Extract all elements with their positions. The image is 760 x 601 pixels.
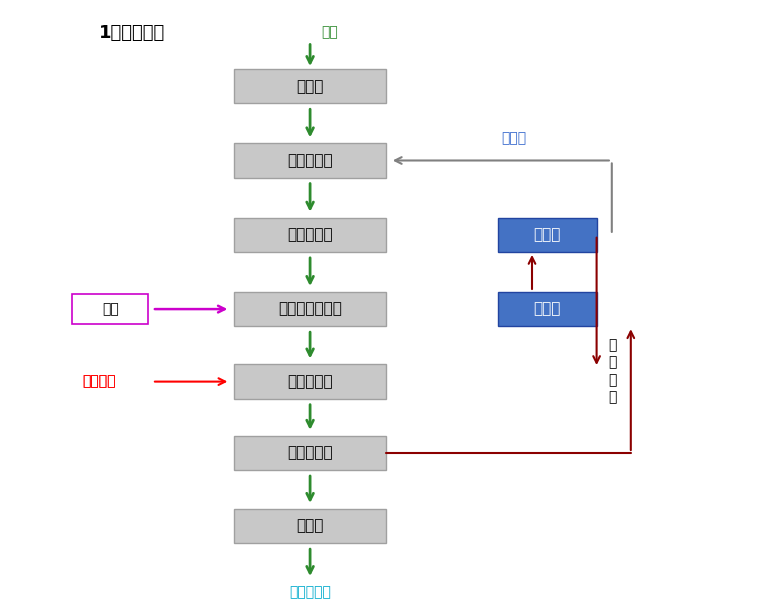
Text: 回用或排放: 回用或排放: [289, 585, 331, 599]
Text: 兼性厌氧池: 兼性厌氧池: [287, 227, 333, 242]
FancyBboxPatch shape: [498, 292, 597, 326]
FancyBboxPatch shape: [234, 218, 386, 252]
Text: 脱水机: 脱水机: [534, 227, 561, 242]
Text: 1、工艺流程: 1、工艺流程: [99, 24, 165, 42]
FancyBboxPatch shape: [234, 292, 386, 326]
Text: 干
渣
外
运: 干 渣 外 运: [608, 338, 616, 404]
FancyBboxPatch shape: [234, 69, 386, 103]
Text: 搅拌投药: 搅拌投药: [82, 374, 116, 389]
Text: 斜管沉淀池: 斜管沉淀池: [287, 445, 333, 460]
FancyBboxPatch shape: [234, 364, 386, 399]
Text: 废水: 废水: [321, 26, 338, 40]
Text: 混凝反应池: 混凝反应池: [287, 374, 333, 389]
Text: 污泥池: 污泥池: [534, 302, 561, 317]
Text: 清水池: 清水池: [296, 519, 324, 534]
Text: 风机: 风机: [102, 302, 119, 316]
FancyBboxPatch shape: [234, 436, 386, 470]
Text: 上清液: 上清液: [502, 132, 527, 145]
Text: 搅拌投药: 搅拌投药: [82, 374, 116, 389]
FancyBboxPatch shape: [234, 143, 386, 178]
FancyBboxPatch shape: [72, 294, 148, 324]
FancyBboxPatch shape: [498, 218, 597, 252]
Text: 两级接触氧化池: 两级接触氧化池: [278, 302, 342, 317]
FancyBboxPatch shape: [234, 509, 386, 543]
Text: 沉砂池: 沉砂池: [296, 79, 324, 94]
Text: 废水调节池: 废水调节池: [287, 153, 333, 168]
